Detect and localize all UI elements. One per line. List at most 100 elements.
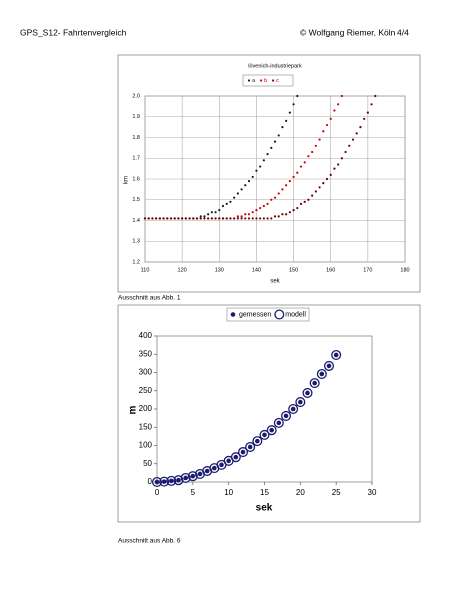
- data-point: [309, 378, 320, 389]
- data-point: [331, 349, 342, 361]
- data-point: [299, 165, 303, 168]
- data-point: [298, 399, 303, 405]
- data-point: [305, 390, 310, 396]
- data-point: [251, 211, 254, 214]
- data-point: [318, 138, 321, 141]
- data-point: [325, 123, 329, 127]
- data-point: [285, 119, 288, 122]
- data-point: [319, 371, 325, 377]
- data-point: [273, 417, 284, 428]
- data-point: [176, 477, 181, 483]
- data-point: [262, 217, 265, 220]
- data-point: [219, 462, 224, 468]
- data-point: [296, 171, 299, 174]
- data-point: [210, 217, 213, 220]
- data-point: [247, 444, 253, 450]
- data-point: [173, 217, 176, 220]
- caption: Ausschnitt aus Abb. 1: [118, 295, 181, 302]
- y-tick-label: 1.8: [132, 135, 140, 141]
- legend-label: c: [276, 78, 279, 84]
- data-point: [247, 217, 251, 220]
- x-tick-label: 110: [141, 267, 150, 273]
- data-point: [236, 215, 239, 218]
- data-point: [348, 144, 351, 147]
- data-point: [340, 94, 343, 98]
- data-point: [221, 204, 225, 208]
- x-tick-label: 20: [296, 488, 305, 497]
- y-tick-label: 1.5: [132, 197, 140, 203]
- data-point: [166, 217, 169, 220]
- data-point: [270, 217, 273, 220]
- data-point: [251, 217, 254, 220]
- data-point: [326, 363, 332, 369]
- data-point: [323, 360, 335, 371]
- data-point: [244, 213, 247, 216]
- data-point: [240, 217, 243, 220]
- data-point: [370, 103, 373, 106]
- y-axis-label: km: [124, 176, 130, 184]
- legend-marker: [259, 79, 263, 82]
- data-point: [190, 473, 196, 479]
- data-point: [262, 204, 265, 208]
- data-point: [187, 471, 198, 482]
- data-point: [285, 184, 288, 187]
- y-tick-label: 1.4: [132, 218, 140, 224]
- data-point: [276, 420, 282, 426]
- data-point: [207, 213, 210, 216]
- data-point: [237, 447, 249, 458]
- data-point: [314, 144, 317, 147]
- y-tick-label: 2.0: [132, 93, 140, 99]
- x-tick-label: 120: [178, 267, 187, 273]
- data-point: [266, 202, 269, 205]
- y-tick-label: 200: [139, 404, 153, 413]
- data-point: [199, 215, 202, 218]
- data-point: [262, 159, 265, 162]
- data-point: [197, 471, 203, 477]
- data-point: [159, 476, 170, 487]
- data-point: [247, 179, 251, 183]
- y-tick-label: 1.2: [132, 259, 140, 265]
- x-tick-label: 140: [252, 267, 261, 273]
- y-tick-label: 50: [143, 459, 152, 468]
- data-point: [302, 387, 313, 398]
- data-point: [311, 194, 314, 197]
- data-point: [277, 134, 280, 137]
- data-point: [204, 468, 210, 474]
- legend-marker: [247, 79, 251, 82]
- data-point: [285, 213, 288, 216]
- legend-marker: [274, 309, 285, 320]
- x-axis-label: sek: [256, 503, 273, 514]
- x-tick-label: 0: [155, 488, 160, 497]
- data-point: [255, 217, 258, 220]
- data-point: [183, 475, 188, 481]
- data-point: [203, 217, 206, 220]
- data-point: [218, 217, 221, 220]
- data-point: [214, 211, 217, 214]
- data-point: [296, 206, 299, 210]
- y-tick-label: 300: [139, 368, 153, 377]
- data-point: [281, 126, 284, 129]
- data-point: [229, 200, 232, 203]
- data-point: [154, 479, 160, 485]
- data-point: [233, 196, 236, 199]
- data-point: [236, 192, 239, 195]
- data-point: [181, 217, 184, 220]
- data-point: [273, 196, 277, 199]
- data-point: [374, 94, 377, 98]
- data-point: [277, 215, 280, 218]
- data-point: [255, 169, 258, 172]
- data-point: [247, 213, 251, 216]
- data-point: [166, 475, 177, 486]
- data-point: [212, 465, 217, 471]
- data-point: [363, 117, 366, 120]
- data-point: [270, 146, 273, 149]
- y-tick-label: 0: [148, 477, 153, 486]
- data-point: [329, 173, 332, 176]
- data-point: [244, 217, 247, 220]
- data-point: [266, 217, 269, 220]
- data-point: [314, 190, 317, 193]
- data-point: [318, 186, 321, 189]
- data-point: [218, 209, 221, 212]
- data-point: [269, 427, 274, 433]
- y-tick-label: 1.3: [132, 239, 140, 245]
